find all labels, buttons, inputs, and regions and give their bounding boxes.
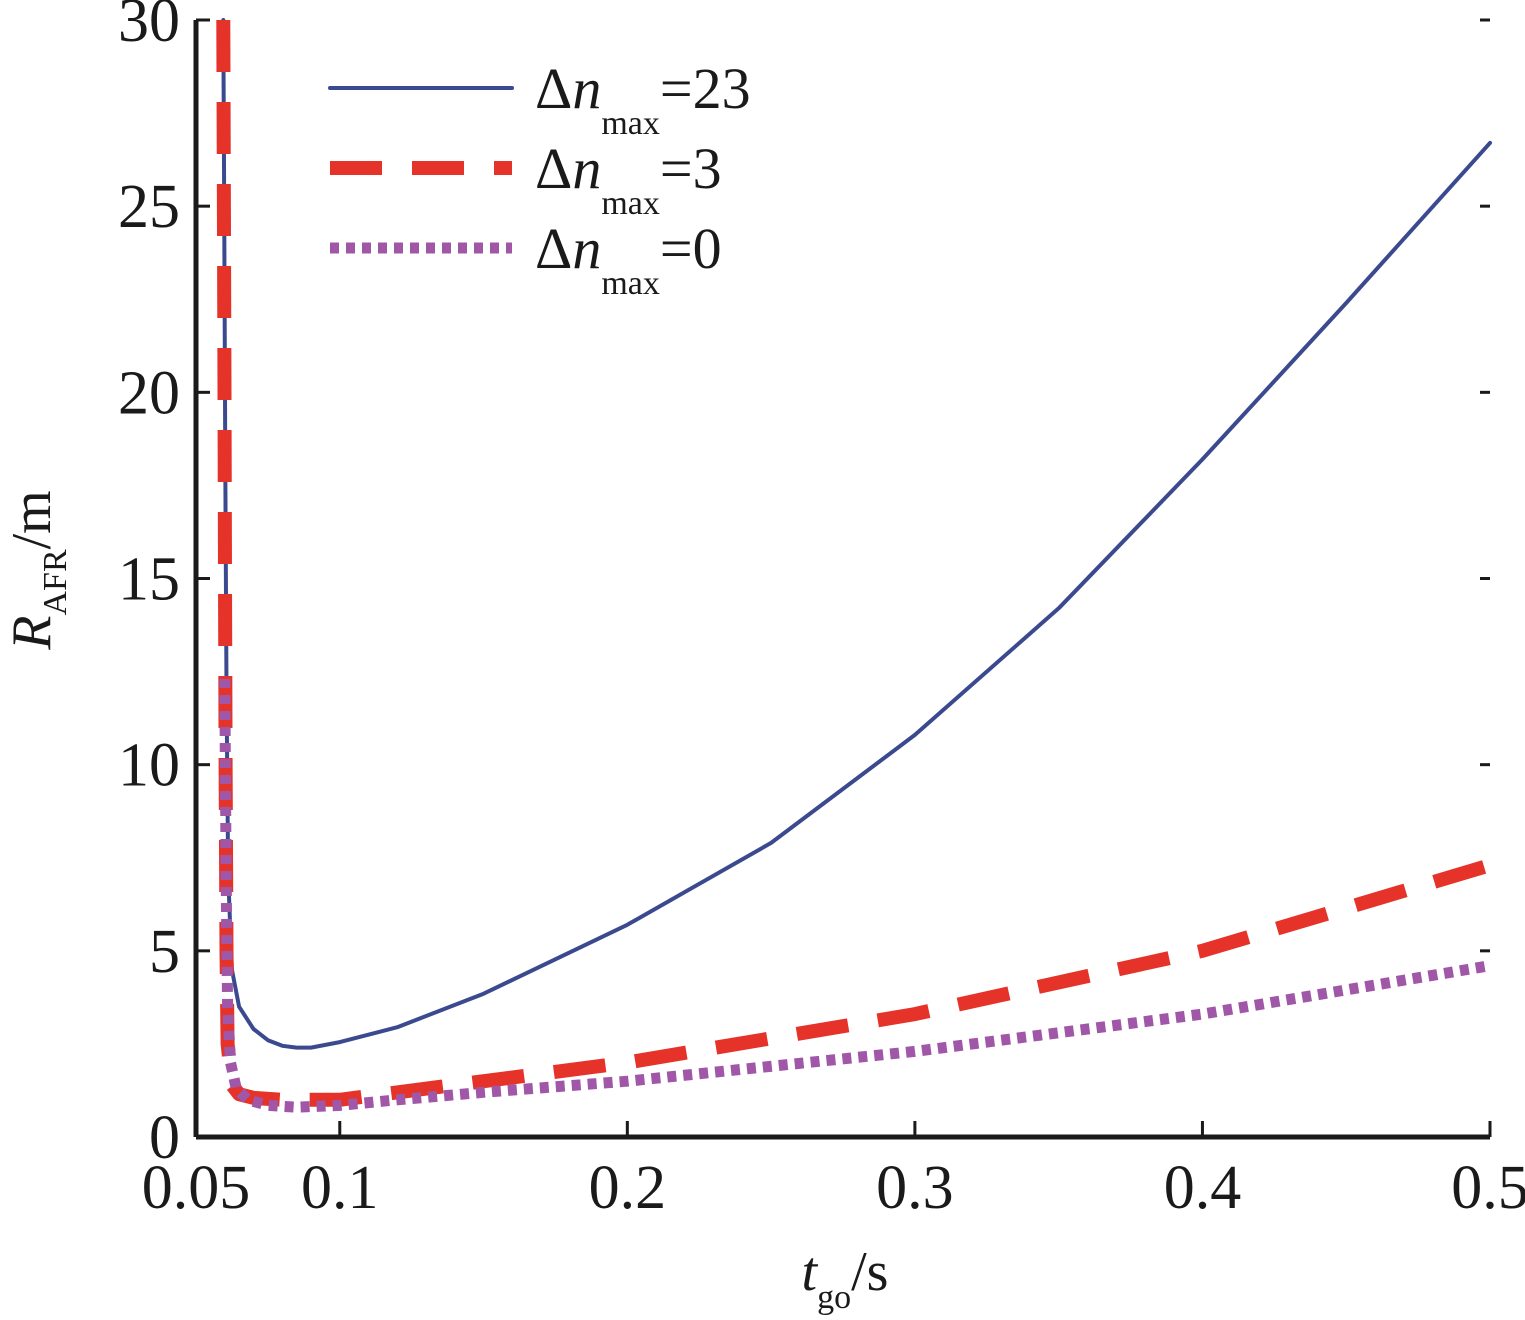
y-tick-label: 0 <box>149 1104 180 1172</box>
legend-delta: Δ <box>535 56 572 121</box>
x-tick-label: 0.2 <box>589 1154 667 1222</box>
y-axis-label-unit: /m <box>1 490 63 549</box>
legend-sub: max <box>601 265 660 302</box>
legend-value: =23 <box>660 56 751 121</box>
legend-entry-1: Δnmax=3 <box>535 136 722 222</box>
legend-value: =3 <box>660 136 722 201</box>
x-axis-label-sub: go <box>817 1279 851 1316</box>
legend-var: n <box>572 56 601 121</box>
ticks-layer: 0.05 0.1 0.2 0.3 0.4 0.5 0 5 10 15 20 25 30 <box>118 0 1525 1222</box>
y-tick-label: 15 <box>118 546 180 614</box>
series-line-1 <box>216 19 1492 1107</box>
legend-sub: max <box>601 185 660 222</box>
axes-layer <box>193 20 1490 1140</box>
legend-entry-0: Δnmax=23 <box>535 56 751 142</box>
legend-value: =0 <box>660 216 722 281</box>
x-axis-label: tgo/s <box>802 1241 889 1316</box>
x-axis-label-unit: /s <box>851 1241 888 1303</box>
legend-var: n <box>572 216 601 281</box>
y-tick-label: 5 <box>149 918 180 986</box>
y-tick-label: 10 <box>118 732 180 800</box>
series-layer <box>216 18 1492 1113</box>
legend-entry-2: Δnmax=0 <box>535 216 722 302</box>
y-axis-label-main: R <box>1 616 63 651</box>
y-tick-label: 25 <box>118 173 180 241</box>
y-tick-label: 20 <box>118 359 180 427</box>
y-tick-label: 30 <box>118 0 180 55</box>
legend-sub: max <box>601 105 660 142</box>
x-tick-label: 0.1 <box>301 1154 379 1222</box>
series-line-2 <box>219 678 1491 1113</box>
x-tick-label: 0.05 <box>142 1154 251 1222</box>
y-axis-label-sub: AFR <box>37 549 74 615</box>
legend-delta: Δ <box>535 216 572 281</box>
x-tick-label: 0.4 <box>1164 1154 1242 1222</box>
legend-delta: Δ <box>535 136 572 201</box>
y-axis-label: RAFR/m <box>1 490 74 650</box>
legend-var: n <box>572 136 601 201</box>
x-axis-label-main: t <box>802 1241 819 1303</box>
x-tick-label: 0.3 <box>876 1154 954 1222</box>
x-tick-label: 0.5 <box>1451 1154 1525 1222</box>
